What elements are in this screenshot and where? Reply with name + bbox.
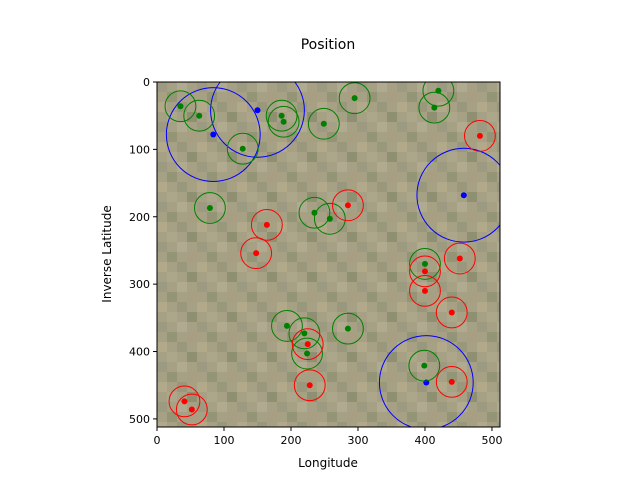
data-point (196, 112, 203, 119)
radius-circle (240, 237, 273, 270)
data-point (421, 287, 428, 294)
data-point (280, 118, 287, 125)
radius-circle (271, 310, 303, 342)
radius-circle (409, 255, 441, 288)
radius-circle (435, 296, 468, 329)
radius-circle (378, 335, 474, 427)
y-tick-label: 400 (129, 346, 150, 359)
data-point (460, 192, 467, 199)
radius-circle (416, 147, 500, 243)
data-point (421, 362, 428, 369)
radius-circle (291, 337, 323, 370)
y-axis: 0 100 200 300 400 500 (129, 76, 157, 426)
plot-marks (164, 82, 500, 427)
radius-circle (267, 105, 300, 138)
x-tick-label: 100 (213, 434, 234, 447)
radius-circle (250, 208, 283, 241)
data-point (326, 215, 333, 222)
radius-circle (409, 248, 441, 280)
data-point (476, 132, 483, 139)
y-tick-label: 500 (129, 413, 150, 426)
x-axis-label: Longitude (298, 456, 358, 470)
y-axis-label: Inverse Latitude (100, 205, 114, 302)
data-point (188, 406, 195, 413)
radius-circle (293, 369, 326, 402)
radius-circle (313, 202, 346, 235)
radius-circle (265, 99, 298, 132)
y-tick-label: 200 (129, 211, 150, 224)
data-point (306, 382, 313, 389)
data-point (304, 341, 311, 348)
radius-circle (168, 385, 201, 418)
data-point (177, 103, 184, 110)
x-tick-label: 200 (280, 434, 301, 447)
radius-circle (165, 87, 261, 182)
data-point (278, 112, 285, 119)
data-point (456, 255, 463, 262)
data-point (448, 378, 455, 385)
radius-circle (332, 312, 364, 345)
data-point (263, 221, 270, 228)
radius-circle (183, 99, 216, 132)
plot-background (157, 82, 500, 427)
y-tick-label: 0 (143, 76, 150, 89)
radius-circle (418, 91, 451, 124)
y-tick-label: 300 (129, 278, 150, 291)
data-point (344, 202, 351, 209)
y-tick-label: 100 (129, 143, 150, 156)
radius-circle (422, 82, 455, 107)
radius-circle (435, 365, 468, 398)
data-point (344, 325, 351, 332)
radius-circle (408, 349, 441, 382)
radius-circle (175, 393, 208, 426)
radius-circle (164, 90, 197, 123)
radius-circle (210, 82, 305, 158)
data-point (351, 95, 358, 102)
radius-circle (332, 189, 364, 222)
data-point (283, 322, 290, 329)
radius-circle (409, 274, 441, 307)
radius-circle (291, 328, 324, 361)
radius-circle (288, 317, 321, 350)
radius-circle (463, 119, 496, 152)
x-axis: 0 100 200 300 400 500 (154, 427, 502, 447)
data-point (210, 131, 217, 138)
data-point (254, 107, 261, 114)
data-point (421, 260, 428, 267)
data-point (448, 309, 455, 316)
data-point (320, 120, 327, 127)
data-point (239, 145, 246, 152)
data-point (181, 398, 188, 405)
data-point (206, 205, 213, 212)
radius-circle (443, 242, 476, 275)
data-point (431, 104, 438, 111)
x-tick-label: 400 (414, 434, 435, 447)
radius-circle (307, 107, 340, 140)
data-point (253, 250, 260, 257)
x-tick-label: 500 (481, 434, 502, 447)
radius-circle (298, 196, 331, 229)
radius-circle (194, 192, 226, 224)
x-tick-label: 0 (154, 434, 161, 447)
data-point (301, 330, 308, 337)
x-tick-label: 300 (347, 434, 368, 447)
radius-circle (226, 132, 259, 165)
chart-title: Position (301, 37, 356, 53)
data-point (421, 268, 428, 275)
data-point (304, 350, 311, 357)
axes-frame (156, 81, 501, 428)
radius-circle (338, 82, 371, 115)
